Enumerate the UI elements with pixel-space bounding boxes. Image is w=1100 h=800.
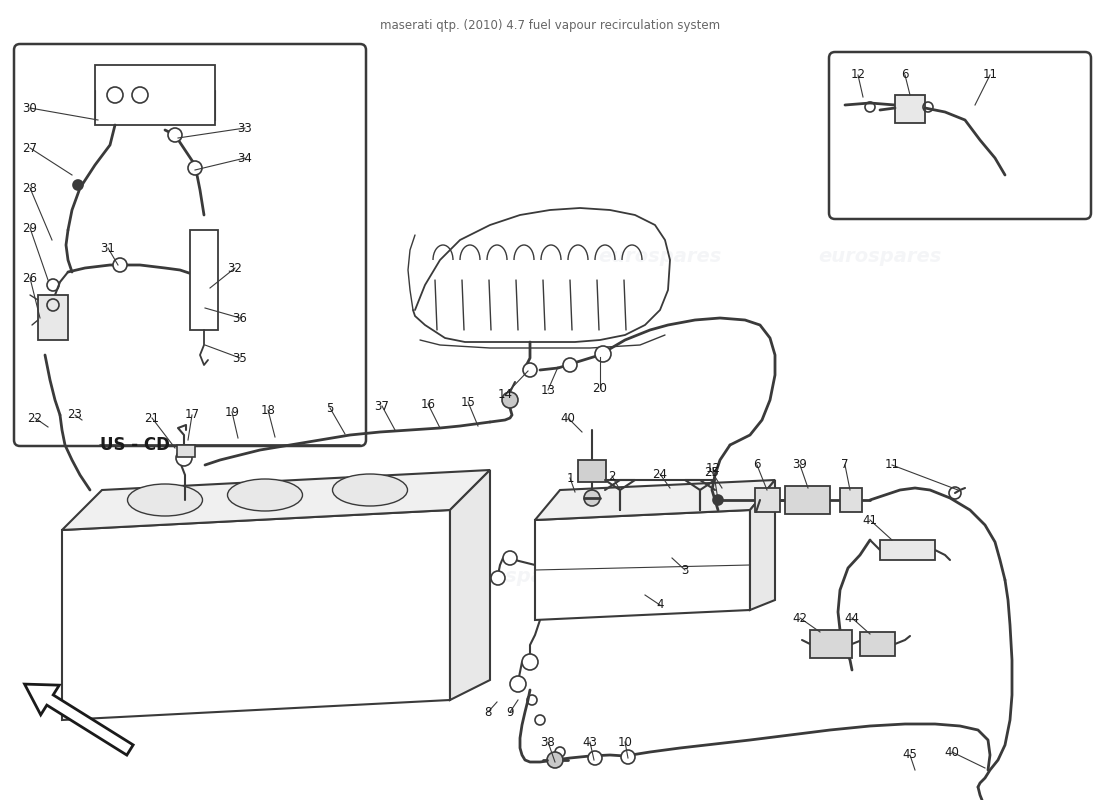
Text: 16: 16	[420, 398, 436, 410]
Polygon shape	[62, 470, 490, 530]
Text: 11: 11	[884, 458, 900, 471]
Text: 44: 44	[845, 611, 859, 625]
Circle shape	[522, 363, 537, 377]
Bar	[880, 540, 935, 560]
Text: 12: 12	[850, 69, 866, 82]
Ellipse shape	[228, 479, 302, 511]
Text: 12: 12	[705, 462, 720, 474]
Circle shape	[584, 490, 600, 506]
Circle shape	[188, 161, 202, 175]
Polygon shape	[535, 510, 750, 620]
Text: eurospares: eurospares	[136, 566, 260, 586]
Bar	[95, 65, 214, 125]
Ellipse shape	[332, 474, 407, 506]
Circle shape	[491, 571, 505, 585]
Text: 30: 30	[23, 102, 37, 114]
Text: 41: 41	[862, 514, 878, 526]
Text: 5: 5	[327, 402, 333, 414]
Circle shape	[510, 676, 526, 692]
Text: 4: 4	[657, 598, 663, 611]
Bar	[755, 488, 780, 512]
Text: 2: 2	[608, 470, 616, 482]
Text: 34: 34	[238, 151, 252, 165]
Text: 1: 1	[566, 471, 574, 485]
Bar	[177, 445, 195, 457]
Circle shape	[713, 495, 723, 505]
Circle shape	[73, 180, 82, 190]
Text: 13: 13	[540, 383, 556, 397]
Text: 23: 23	[67, 409, 82, 422]
Polygon shape	[62, 510, 450, 720]
Text: 15: 15	[461, 395, 475, 409]
Bar	[39, 295, 68, 340]
Bar	[840, 488, 862, 512]
Text: 8: 8	[484, 706, 492, 718]
FancyArrow shape	[24, 684, 133, 755]
Text: 37: 37	[375, 399, 389, 413]
Text: 11: 11	[982, 69, 998, 82]
Text: 31: 31	[100, 242, 116, 254]
Text: 27: 27	[22, 142, 37, 154]
Circle shape	[522, 654, 538, 670]
Circle shape	[949, 487, 961, 499]
Text: eurospares: eurospares	[455, 566, 579, 586]
Bar	[578, 460, 606, 482]
Circle shape	[168, 128, 182, 142]
Text: 18: 18	[261, 403, 275, 417]
Text: 45: 45	[903, 749, 917, 762]
Text: eurospares: eurospares	[818, 246, 942, 266]
Circle shape	[503, 551, 517, 565]
Circle shape	[563, 358, 578, 372]
Circle shape	[595, 346, 610, 362]
Circle shape	[502, 392, 518, 408]
Text: 40: 40	[945, 746, 959, 758]
Text: eurospares: eurospares	[598, 246, 722, 266]
Bar	[895, 95, 925, 123]
Circle shape	[588, 751, 602, 765]
Text: 43: 43	[583, 735, 597, 749]
Text: 6: 6	[901, 69, 909, 82]
Text: 40: 40	[561, 411, 575, 425]
Text: 20: 20	[593, 382, 607, 394]
Text: 21: 21	[144, 411, 159, 425]
Text: 33: 33	[238, 122, 252, 134]
Bar	[190, 230, 218, 330]
Text: 29: 29	[22, 222, 37, 234]
Text: 39: 39	[793, 458, 807, 471]
Text: 19: 19	[224, 406, 240, 418]
Polygon shape	[750, 480, 776, 610]
Ellipse shape	[128, 484, 202, 516]
Text: 28: 28	[23, 182, 37, 194]
Polygon shape	[535, 480, 776, 520]
Text: 38: 38	[540, 735, 556, 749]
Text: US - CD: US - CD	[100, 436, 169, 454]
Text: 6: 6	[754, 458, 761, 471]
Text: 42: 42	[792, 611, 807, 625]
Text: 35: 35	[232, 351, 248, 365]
Text: 36: 36	[232, 311, 248, 325]
Bar	[860, 632, 895, 656]
Circle shape	[176, 450, 192, 466]
FancyBboxPatch shape	[829, 52, 1091, 219]
Text: eurospares: eurospares	[213, 294, 337, 314]
Bar	[810, 630, 853, 658]
Polygon shape	[450, 470, 490, 700]
Text: 22: 22	[28, 411, 43, 425]
Text: 24: 24	[652, 467, 668, 481]
FancyBboxPatch shape	[14, 44, 366, 446]
Circle shape	[113, 258, 127, 272]
Text: 32: 32	[228, 262, 242, 274]
Text: 9: 9	[506, 706, 514, 718]
Text: 3: 3	[681, 563, 689, 577]
Circle shape	[621, 750, 635, 764]
Text: 14: 14	[497, 389, 513, 402]
Text: 7: 7	[842, 458, 849, 471]
Text: 17: 17	[185, 409, 199, 422]
Text: 10: 10	[617, 735, 632, 749]
Circle shape	[547, 752, 563, 768]
Bar	[785, 486, 830, 514]
Text: maserati qtp. (2010) 4.7 fuel vapour recirculation system: maserati qtp. (2010) 4.7 fuel vapour rec…	[379, 18, 720, 31]
Text: 26: 26	[22, 271, 37, 285]
Text: 25: 25	[705, 466, 719, 478]
